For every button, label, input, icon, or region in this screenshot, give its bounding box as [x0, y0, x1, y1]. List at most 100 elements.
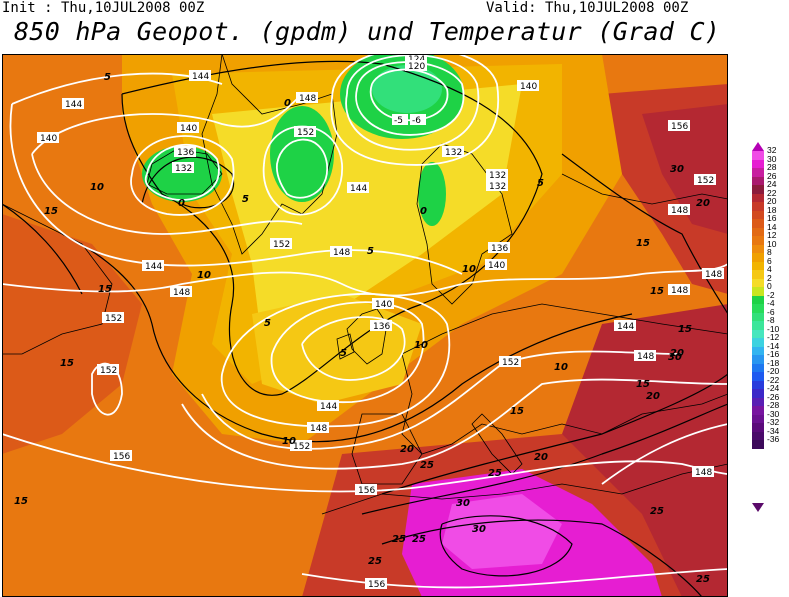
svg-text:136: 136	[373, 322, 390, 332]
svg-text:156: 156	[671, 122, 688, 132]
legend-swatch	[752, 304, 764, 313]
legend-swatch	[752, 228, 764, 237]
iso-label-25-algeria: 25	[420, 460, 434, 471]
iso-label-15-balkans: 15	[636, 379, 650, 390]
iso-label-30-sahara: 30	[472, 524, 486, 535]
geo-label-minus6-arctic: -6	[410, 114, 426, 126]
legend-swatch	[752, 321, 764, 330]
legend-swatch	[752, 177, 764, 186]
legend-swatch	[752, 398, 764, 407]
svg-text:136: 136	[177, 148, 194, 158]
geo-label-132-iceland: 132	[172, 162, 194, 174]
legend-swatch	[752, 287, 764, 296]
svg-text:144: 144	[320, 402, 337, 412]
iso-label-10-mid: 10	[197, 270, 211, 281]
svg-text:132: 132	[489, 182, 506, 192]
svg-text:148: 148	[333, 248, 350, 258]
geo-label-148-greenland: 148	[296, 92, 318, 104]
iso-label-25-east: 25	[696, 574, 710, 585]
iso-label-15-caucasus: 15	[678, 324, 692, 335]
geo-label-144-greenland: 144	[189, 70, 211, 82]
legend-labels: 32 30 28 26 24 22 20 18 16 14 12 10 8 6 4 2 0 -2 -4 -6 -8 -10…	[767, 146, 779, 444]
iso-label-15-far-south: 15	[14, 496, 28, 507]
svg-text:144: 144	[65, 100, 82, 110]
geo-label-152-greenland: 152	[294, 126, 316, 138]
legend-swatch	[752, 406, 764, 415]
svg-text:140: 140	[488, 261, 505, 271]
svg-text:148: 148	[173, 288, 190, 298]
iso-label-10-south: 10	[282, 436, 296, 447]
iso-label-5-finland: 5	[537, 178, 544, 189]
geo-label-148-east: 148	[634, 350, 656, 362]
iso-label-25-sahara-b: 25	[412, 534, 426, 545]
legend-swatch	[752, 151, 764, 160]
svg-text:156: 156	[358, 486, 375, 496]
iso-label-10-west: 10	[90, 182, 104, 193]
legend-swatch	[752, 194, 764, 203]
iso-label-20-spain: 20	[400, 444, 414, 455]
weather-map[interactable]: 144 140 140 136 132 144 148 152 124 120 …	[2, 54, 728, 597]
svg-text:152: 152	[297, 128, 314, 138]
svg-text:148: 148	[637, 352, 654, 362]
geo-label-140-iceland: 140	[177, 122, 199, 134]
geo-label-152-ring: 152	[97, 364, 119, 376]
legend-swatch	[752, 389, 764, 398]
map-title: 850 hPa Geopot. (gpdm) und Temperatur (G…	[14, 17, 720, 46]
iso-label-15-atlantic: 15	[98, 284, 112, 295]
iso-label-10-europe: 10	[554, 362, 568, 373]
iso-label-15-ocean: 15	[60, 358, 74, 369]
legend-swatch	[752, 270, 764, 279]
iso-label-5-greenland: 5	[242, 194, 249, 205]
iso-label-5-center: 5	[264, 318, 271, 329]
svg-text:148: 148	[695, 468, 712, 478]
geo-label-148-caspian: 148	[702, 268, 724, 280]
legend-swatch	[752, 219, 764, 228]
geo-label-132-arctic: 132	[442, 146, 464, 158]
iso-label-15-ukraine: 15	[650, 286, 664, 297]
legend-swatch	[752, 313, 764, 322]
geo-label-148-west: 148	[170, 286, 192, 298]
legend-swatch	[752, 185, 764, 194]
geo-label-140-baltic: 140	[485, 259, 507, 271]
iso-label-15-west: 15	[44, 206, 58, 217]
legend-swatch	[752, 160, 764, 169]
geo-label-136-iceland: 136	[174, 146, 196, 158]
svg-text:156: 156	[368, 580, 385, 590]
geo-label-132-finland-a: 132	[486, 169, 508, 181]
svg-text:152: 152	[697, 176, 714, 186]
geo-label-152-far-west: 152	[102, 312, 124, 324]
iso-label-25-sahara-c: 25	[368, 556, 382, 567]
geo-label-140-nw: 140	[37, 132, 59, 144]
legend-arrow-down	[752, 503, 764, 512]
legend-swatch	[752, 253, 764, 262]
legend-swatch	[752, 432, 764, 441]
iso-label-10-baltic: 10	[462, 264, 476, 275]
iso-label-30-north-africa: 30	[456, 498, 470, 509]
svg-text:156: 156	[113, 452, 130, 462]
legend-swatch	[752, 279, 764, 288]
svg-text:140: 140	[375, 300, 392, 310]
geo-label-156-africa: 156	[365, 578, 387, 590]
iso-label-0-iceland: 0	[178, 198, 185, 209]
geo-label-144-atlantic: 144	[347, 182, 369, 194]
svg-text:152: 152	[273, 240, 290, 250]
geo-label-148-urals: 148	[668, 204, 690, 216]
svg-text:152: 152	[100, 366, 117, 376]
svg-text:148: 148	[671, 286, 688, 296]
iso-label-20-russia: 20	[696, 198, 710, 209]
geo-label-156-spain: 156	[355, 484, 377, 496]
svg-text:148: 148	[310, 424, 327, 434]
iso-label-20-greece: 20	[646, 391, 660, 402]
geo-label-144-nw: 144	[62, 98, 84, 110]
svg-text:132: 132	[445, 148, 462, 158]
geo-label-144-west: 144	[142, 260, 164, 272]
svg-text:148: 148	[299, 94, 316, 104]
legend-swatch	[752, 262, 764, 271]
geo-label-132-finland-b: 132	[486, 180, 508, 192]
legend-swatch	[752, 372, 764, 381]
svg-text:-6: -6	[412, 116, 421, 126]
geo-label-136-center: 136	[370, 320, 392, 332]
svg-text:140: 140	[180, 124, 197, 134]
iso-label-20-italy: 20	[534, 452, 548, 463]
header: Init : Thu,10JUL2008 00Z Valid: Thu,10JU…	[0, 0, 789, 52]
